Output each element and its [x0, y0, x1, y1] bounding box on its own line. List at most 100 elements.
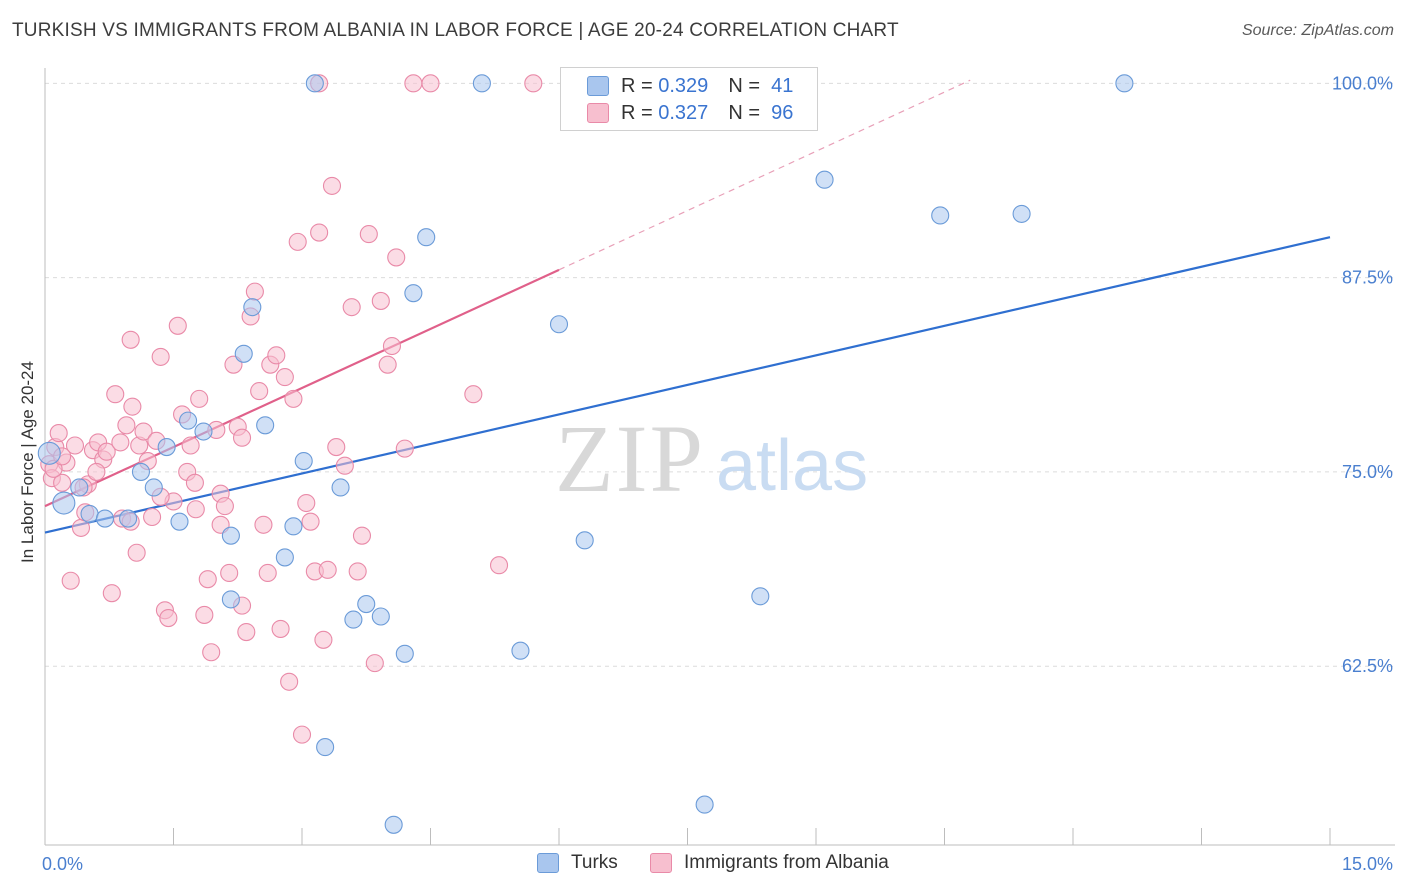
turks-swatch [587, 76, 609, 96]
trend-line-albania-extension [558, 79, 971, 271]
albania-point [215, 497, 234, 516]
albania-point [117, 416, 136, 435]
turks-point [417, 228, 436, 247]
albania-point [123, 397, 142, 416]
albania-point [421, 74, 440, 93]
turks-point [131, 462, 150, 481]
turks-point [404, 284, 423, 303]
albania-point [365, 654, 384, 673]
albania-point [378, 355, 397, 374]
turks-point [931, 206, 950, 225]
turks-point [284, 517, 303, 536]
r-label: R = [621, 101, 653, 124]
albania-point [237, 622, 256, 642]
n-label: N = [728, 74, 760, 97]
turks-point [170, 512, 189, 531]
albania-point [49, 424, 68, 443]
turks-points [37, 74, 1134, 834]
turks-point [294, 451, 313, 471]
albania-point [489, 556, 509, 575]
albania-point [271, 619, 290, 638]
trend-line-turks [44, 236, 1331, 534]
albania-point [127, 543, 146, 562]
albania-point [195, 605, 214, 624]
albania-n-value: 96 [771, 101, 794, 124]
albania-point [102, 584, 121, 603]
turks-point [1012, 204, 1031, 223]
albania-point [250, 382, 269, 401]
x-tick-label-max: 15.0% [1342, 854, 1393, 874]
albania-point [524, 74, 543, 93]
albania-point [168, 316, 187, 335]
turks-n-value: 41 [771, 74, 794, 97]
y-tick-label: 75.0% [1342, 462, 1393, 482]
watermark-atlas: atlas [716, 426, 868, 506]
turks-point [119, 509, 138, 528]
y-tick-label: 87.5% [1342, 268, 1393, 288]
albania-point [371, 291, 390, 310]
turks-point [472, 74, 491, 93]
turks-point [305, 74, 324, 93]
turks-point [52, 491, 76, 515]
albania-point [186, 500, 205, 519]
turks-point [157, 438, 176, 457]
albania-point [220, 563, 239, 583]
series-legend: Turks Immigrants from Albania [0, 852, 1406, 878]
albania-point [232, 428, 252, 447]
albania-point [143, 507, 162, 527]
albania-point [198, 570, 217, 589]
turks-point [70, 478, 89, 497]
albania-point [280, 672, 299, 691]
albania-point [387, 248, 406, 267]
albania-point [297, 493, 316, 513]
turks-point [179, 411, 198, 430]
albania-point [292, 725, 312, 744]
turks-point [511, 641, 530, 660]
albania-point [65, 436, 85, 455]
turks-point [95, 509, 115, 528]
turks-legend-label: Turks [571, 852, 618, 873]
turks-point [256, 416, 275, 435]
legend-item-turks: Turks [537, 852, 618, 874]
turks-point [371, 607, 390, 626]
albania-point [151, 347, 170, 366]
y-tick-label: 100.0% [1332, 73, 1393, 93]
albania-point [301, 512, 320, 531]
y-tick-label: 62.5% [1342, 656, 1393, 676]
albania-point [284, 389, 303, 408]
turks-point [695, 795, 714, 814]
turks-point [344, 610, 363, 629]
turks-point [37, 441, 61, 465]
turks-point [221, 526, 240, 545]
turks-point [331, 478, 350, 497]
albania-points [40, 74, 543, 744]
turks-point [575, 531, 594, 550]
turks-point [751, 587, 770, 606]
albania-point [258, 563, 277, 583]
albania-point [288, 232, 307, 251]
watermark-zip: ZIP [555, 405, 705, 512]
chart-source: Source: ZipAtlas.com [1241, 22, 1394, 39]
n-label: N = [728, 101, 760, 124]
albania-point [464, 385, 483, 404]
albania-point [314, 630, 333, 649]
legend-row-albania: R = 0.327 N = 96 [587, 99, 793, 127]
albania-point [322, 176, 342, 195]
turks-r-value: 0.329 [658, 74, 709, 97]
watermark: ZIP atlas [555, 405, 868, 512]
albania-point [348, 562, 367, 581]
albania-point [159, 608, 178, 628]
turks-point [243, 298, 262, 317]
turks-point [815, 170, 834, 189]
albania-point [111, 433, 130, 452]
albania-point [245, 282, 264, 301]
trend-line-albania [44, 268, 560, 508]
turks-point [275, 548, 294, 567]
albania-point [395, 439, 414, 458]
gridlines [45, 82, 1395, 667]
legend-item-albania: Immigrants from Albania [650, 852, 889, 874]
albania-legend-label: Immigrants from Albania [684, 852, 889, 873]
turks-point [316, 738, 335, 757]
albania-point [327, 438, 346, 457]
